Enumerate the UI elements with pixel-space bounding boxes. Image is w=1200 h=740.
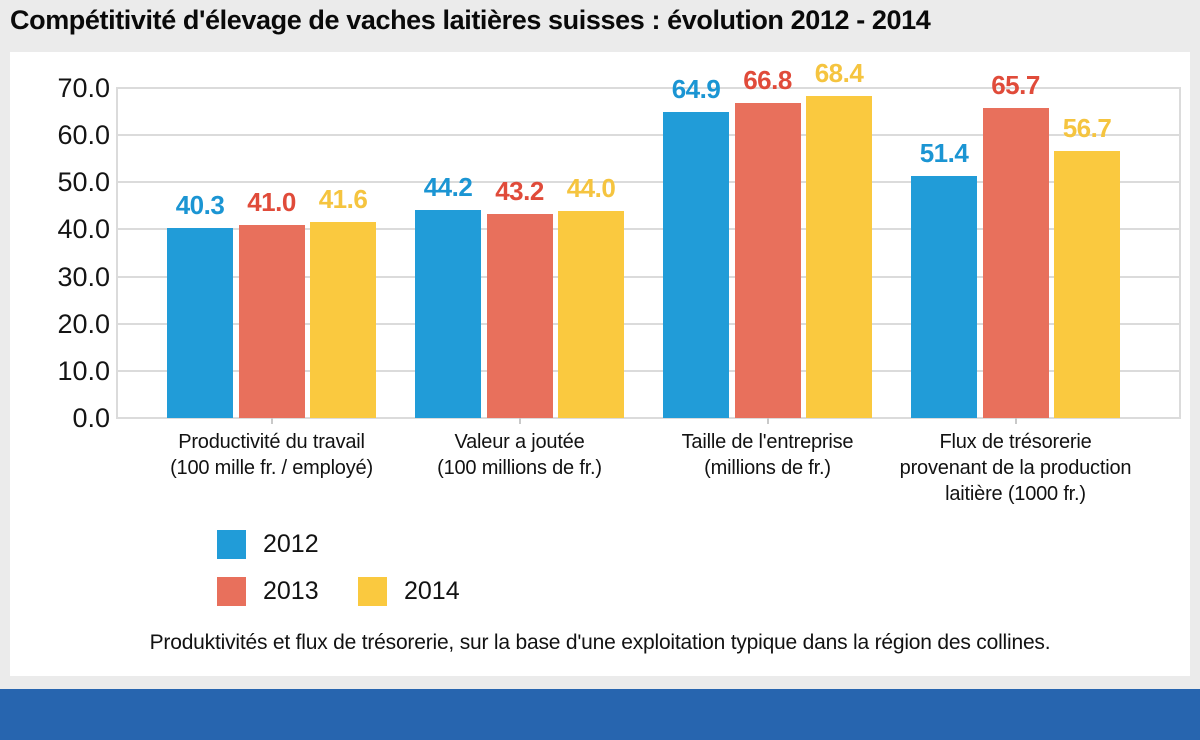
gridline [116,87,1181,89]
x-axis-tick [766,418,769,424]
bar-value-label: 44.2 [423,172,473,202]
bar-value-label: 56.7 [1062,113,1112,143]
bar-value-label: 41.0 [247,187,296,217]
bar-value-label: 41.6 [318,184,368,214]
page-title: Compétitivité d'élevage de vaches laitiè… [10,5,931,35]
bar-value-label: 66.8 [743,65,792,95]
y-axis-tick-label: 0.0 [72,403,110,433]
bar-value-label: 65.7 [991,70,1040,100]
x-axis-tick [270,418,273,424]
y-axis-tick-label: 30.0 [57,261,110,292]
x-axis-category-label: Productivité du travail (100 mille fr. / … [170,431,373,479]
bar-2012-cat4 [911,176,977,418]
gridline [116,369,1181,372]
legend-label-2013: 2013 [263,577,319,605]
bar-2013-cat2 [486,214,553,418]
bar-2014-cat3 [806,96,872,418]
bar-value-label: 68.4 [814,58,864,88]
bar-2013-cat1 [238,225,305,418]
bar-2013-cat4 [982,108,1049,418]
y-axis-tick-label: 40.0 [57,214,110,245]
legend-label-2014: 2014 [404,577,460,605]
x-axis-category-label: Flux de trésorerie provenant de la produc… [899,431,1132,505]
gridline [116,134,1181,137]
legend-swatch-2013 [217,577,246,606]
bar-2014-cat1 [310,222,376,418]
y-axis-tick-label: 20.0 [57,308,110,339]
chart-caption: Produktivités et flux de trésorerie, sur… [149,631,1051,654]
y-axis-tick-label: 60.0 [57,120,110,151]
legend-label-2012: 2012 [263,530,319,558]
footer-band [0,689,1200,740]
gridline [116,181,1181,184]
bar-value-label: 64.9 [671,74,721,104]
bar-2012-cat2 [415,210,481,418]
bar-value-label: 44.0 [566,173,616,203]
bar-2012-cat1 [167,228,233,418]
bar-2014-cat4 [1054,151,1120,418]
x-axis-category-label: Taille de l'entreprise (millions de fr.) [681,431,854,479]
gridline [116,228,1181,231]
gridline [116,417,1181,419]
bar-value-label: 51.4 [919,138,969,168]
gridline [116,275,1181,278]
x-axis-tick [518,418,521,424]
bar-2014-cat2 [558,211,624,418]
plot-area [116,88,1181,418]
y-axis-tick-label: 50.0 [57,167,110,198]
legend-swatch-2012 [217,530,246,559]
bar-value-label: 40.3 [175,190,225,220]
bar-value-label: 43.2 [495,176,544,206]
x-axis-category-label: Valeur a joutée (100 millions de fr.) [437,431,602,479]
bar-2013-cat3 [734,103,801,418]
x-axis-tick [1014,418,1017,424]
bar-2012-cat3 [663,112,729,418]
y-axis-tick-label: 10.0 [57,355,110,386]
legend-swatch-2014 [358,577,387,606]
gridline [116,322,1181,325]
chart-card: 40.3 44.2 64.9 51.4 41.0 43.2 66.8 65.7 41.6 44.0… [10,52,1190,676]
y-axis-tick-label: 70.0 [57,73,110,103]
